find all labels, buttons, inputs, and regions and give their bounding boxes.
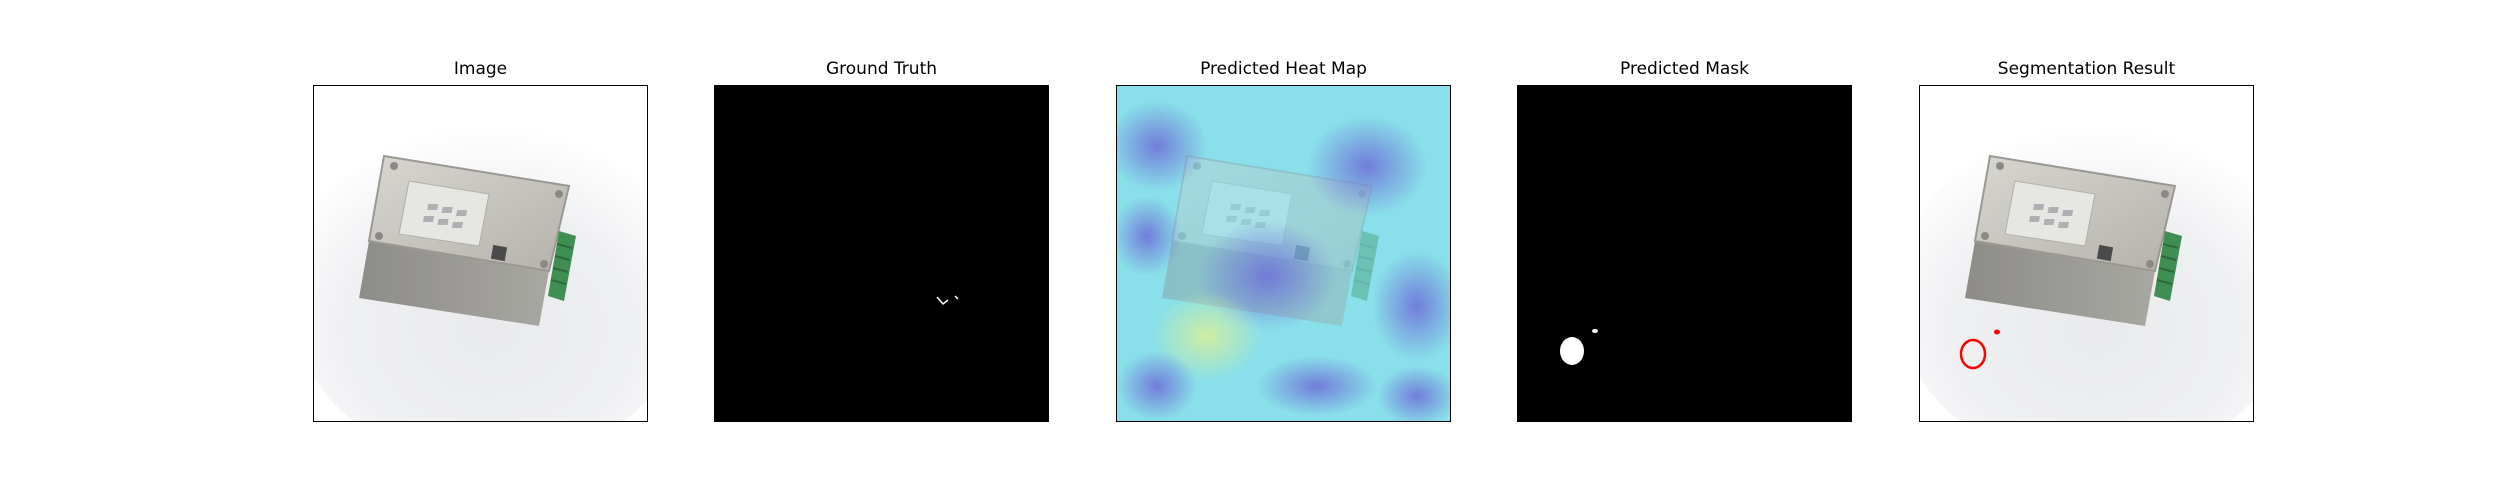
ground-truth-mask bbox=[715, 86, 1048, 421]
mask-frame bbox=[1517, 85, 1852, 422]
segmentation-overlay bbox=[1920, 86, 2253, 421]
panel-ground-truth: Ground Truth bbox=[714, 59, 1049, 422]
panel-title: Predicted Heat Map bbox=[1200, 59, 1367, 79]
panel-mask: Predicted Mask bbox=[1517, 59, 1852, 422]
ground-truth-frame bbox=[714, 85, 1049, 422]
contour-ring bbox=[1959, 338, 1987, 370]
panel-title: Ground Truth bbox=[825, 59, 938, 79]
predicted-mask bbox=[1518, 86, 1851, 421]
panel-segmentation: Segmentation Result bbox=[1919, 59, 2254, 422]
panel-title: Predicted Mask bbox=[1620, 59, 1749, 79]
panel-title: Segmentation Result bbox=[1997, 59, 2176, 79]
image-frame bbox=[313, 85, 648, 422]
mask-blob bbox=[1592, 329, 1598, 333]
panel-heat-map: Predicted Heat Map bbox=[1116, 59, 1451, 422]
device-photo bbox=[314, 86, 647, 421]
segmentation-frame bbox=[1919, 85, 2254, 422]
heat-map-overlay bbox=[1117, 86, 1450, 421]
defect-mark bbox=[954, 295, 959, 300]
contour-dot bbox=[1994, 329, 2000, 335]
panel-image: Image bbox=[313, 59, 648, 422]
mask-blob bbox=[1560, 337, 1584, 365]
heat-map-frame bbox=[1116, 85, 1451, 422]
panel-title: Image bbox=[453, 59, 508, 79]
defect-mark bbox=[936, 296, 949, 306]
